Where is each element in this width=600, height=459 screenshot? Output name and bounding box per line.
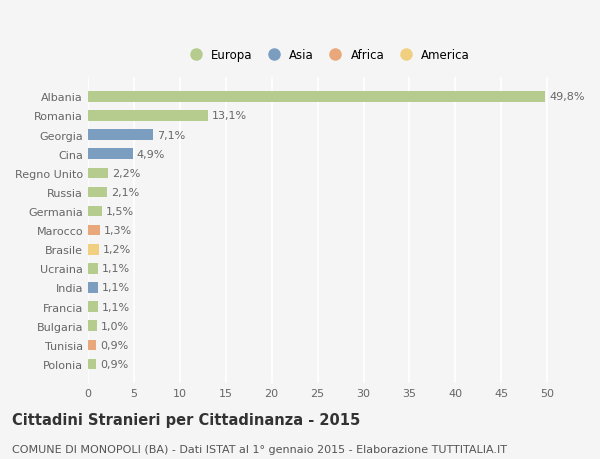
- Text: 1,3%: 1,3%: [104, 226, 132, 235]
- Bar: [88, 359, 96, 369]
- Bar: [88, 168, 108, 179]
- Text: COMUNE DI MONOPOLI (BA) - Dati ISTAT al 1° gennaio 2015 - Elaborazione TUTTITALI: COMUNE DI MONOPOLI (BA) - Dati ISTAT al …: [12, 444, 507, 454]
- Bar: [88, 206, 102, 217]
- Text: 4,9%: 4,9%: [137, 149, 165, 159]
- Legend: Europa, Asia, Africa, America: Europa, Asia, Africa, America: [179, 44, 475, 67]
- Text: 1,0%: 1,0%: [101, 321, 129, 331]
- Text: 1,5%: 1,5%: [106, 207, 134, 217]
- Text: 2,2%: 2,2%: [112, 168, 140, 179]
- Text: 1,1%: 1,1%: [102, 283, 130, 293]
- Bar: [88, 92, 545, 102]
- Bar: [88, 321, 97, 331]
- Bar: [88, 130, 153, 140]
- Bar: [88, 340, 96, 350]
- Text: 1,2%: 1,2%: [103, 245, 131, 255]
- Text: Cittadini Stranieri per Cittadinanza - 2015: Cittadini Stranieri per Cittadinanza - 2…: [12, 412, 360, 427]
- Bar: [88, 263, 98, 274]
- Bar: [88, 302, 98, 312]
- Bar: [88, 187, 107, 198]
- Bar: [88, 245, 99, 255]
- Bar: [88, 225, 100, 236]
- Text: 2,1%: 2,1%: [111, 187, 139, 197]
- Text: 7,1%: 7,1%: [157, 130, 185, 140]
- Text: 0,9%: 0,9%: [100, 340, 128, 350]
- Text: 13,1%: 13,1%: [212, 111, 247, 121]
- Text: 1,1%: 1,1%: [102, 264, 130, 274]
- Bar: [88, 111, 208, 122]
- Bar: [88, 283, 98, 293]
- Text: 49,8%: 49,8%: [549, 92, 584, 102]
- Text: 1,1%: 1,1%: [102, 302, 130, 312]
- Bar: [88, 149, 133, 160]
- Text: 0,9%: 0,9%: [100, 359, 128, 369]
